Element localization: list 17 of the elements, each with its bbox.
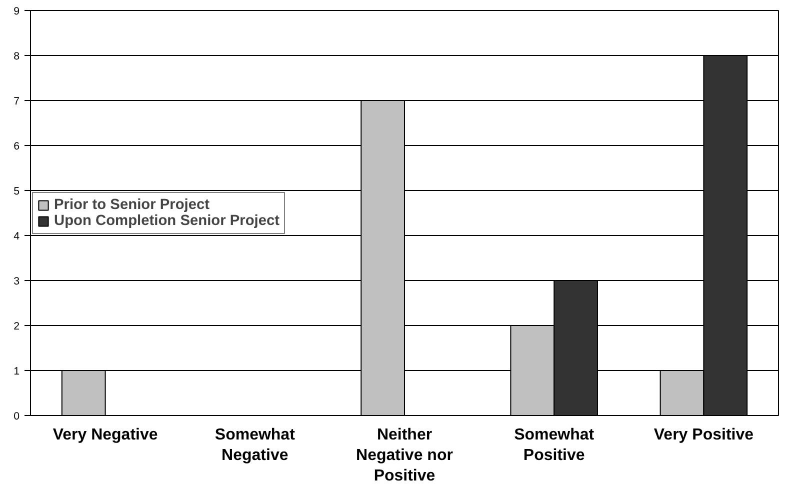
y-tick-label: 8 xyxy=(14,50,20,62)
y-tick-label: 6 xyxy=(14,140,20,152)
x-tick-label: Very Negative xyxy=(52,426,158,444)
legend-label: Prior to Senior Project xyxy=(54,196,210,212)
y-tick-label: 2 xyxy=(14,320,20,332)
y-tick-label: 4 xyxy=(14,230,20,242)
legend-label: Upon Completion Senior Project xyxy=(54,212,280,228)
x-tick-label: Somewhat Positive xyxy=(514,426,595,464)
x-tick-label: Somewhat Negative xyxy=(214,426,296,464)
y-tick-label: 5 xyxy=(14,186,20,198)
x-tick-label: Neither Negative nor Positive xyxy=(356,426,453,484)
y-tick-label: 7 xyxy=(14,96,20,108)
y-tick-label: 3 xyxy=(14,276,20,288)
y-tick-label: 1 xyxy=(14,366,20,378)
x-tick-label: Very Positive xyxy=(654,426,754,444)
y-tick-label: 0 xyxy=(14,410,20,422)
y-tick-label: 9 xyxy=(14,6,20,18)
